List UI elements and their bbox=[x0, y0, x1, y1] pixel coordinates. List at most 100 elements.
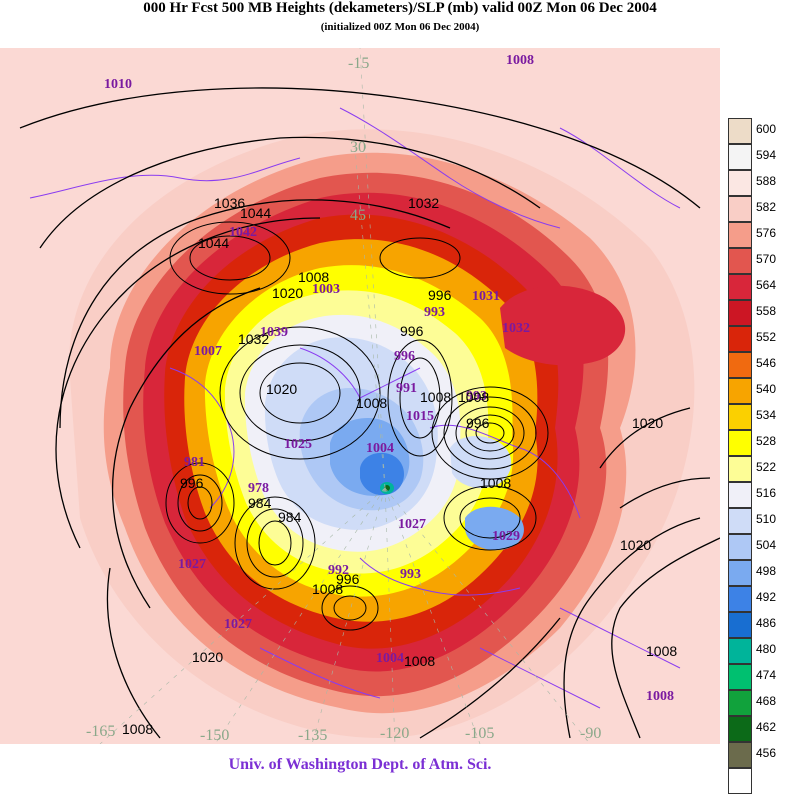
slp-label: 993 bbox=[424, 305, 445, 320]
colorbar-swatch bbox=[728, 352, 752, 378]
colorbar-label: 558 bbox=[756, 304, 777, 318]
slp-label: 1029 bbox=[492, 529, 520, 544]
contour-label: 1008 bbox=[458, 389, 489, 405]
height-band-492 bbox=[360, 452, 404, 496]
slp-label: 1007 bbox=[194, 344, 222, 359]
colorbar-entry: 480 bbox=[728, 638, 800, 664]
colorbar-label: 528 bbox=[756, 434, 777, 448]
colorbar-swatch bbox=[728, 508, 752, 534]
colorbar-swatch bbox=[728, 430, 752, 456]
slp-label: 1032 bbox=[502, 321, 530, 336]
colorbar-entry: 564 bbox=[728, 274, 800, 300]
contour-label: 996 bbox=[466, 415, 490, 431]
colorbar-entry: 576 bbox=[728, 222, 800, 248]
colorbar-swatch bbox=[728, 534, 752, 560]
colorbar-label: 462 bbox=[756, 720, 777, 734]
colorbar-label: 486 bbox=[756, 616, 777, 630]
slp-label: 978 bbox=[248, 481, 269, 496]
contour-label: 1008 bbox=[480, 475, 511, 491]
slp-label: 991 bbox=[396, 381, 417, 396]
colorbar-swatch bbox=[728, 222, 752, 248]
contour-label: 1032 bbox=[238, 331, 269, 347]
slp-label: 1039 bbox=[260, 325, 288, 340]
colorbar-swatch bbox=[728, 274, 752, 300]
contour-label: 1008 bbox=[122, 721, 153, 737]
colorbar-entry: 570 bbox=[728, 248, 800, 274]
colorbar-swatch bbox=[728, 586, 752, 612]
coastlines bbox=[29, 107, 681, 709]
contour-label: 996 bbox=[428, 287, 452, 303]
colorbar-swatch bbox=[728, 638, 752, 664]
colorbar-entry: 516 bbox=[728, 482, 800, 508]
colorbar-label: 474 bbox=[756, 668, 777, 682]
slp-contours-tight bbox=[165, 221, 549, 631]
colorbar-entry: 468 bbox=[728, 690, 800, 716]
colorbar-swatch bbox=[728, 664, 752, 690]
longitude-lines bbox=[99, 48, 591, 744]
contour-label: 1020 bbox=[620, 537, 651, 553]
colorbar-label: 468 bbox=[756, 694, 777, 708]
contour-label: 1008 bbox=[298, 269, 329, 285]
contour-label: 1008 bbox=[312, 581, 343, 597]
colorbar-swatch bbox=[728, 560, 752, 586]
colorbar-swatch bbox=[728, 716, 752, 742]
colorbar-label: 456 bbox=[756, 746, 777, 760]
lon-label: -105 bbox=[465, 725, 494, 742]
lon-label: -120 bbox=[380, 725, 409, 742]
height-band-564-east bbox=[500, 285, 626, 366]
slp-label: 1010 bbox=[104, 77, 132, 92]
colorbar-swatch bbox=[728, 742, 752, 768]
lon-label: -165 bbox=[86, 723, 115, 740]
contour-label: 996 bbox=[180, 475, 204, 491]
colorbar-entry: 600 bbox=[728, 118, 800, 144]
lon-label: -150 bbox=[200, 727, 229, 744]
map-panel: -165 -150 -135 -120 -105 -90 -15 30 45 1… bbox=[0, 48, 720, 744]
colorbar-entry: 498 bbox=[728, 560, 800, 586]
slp-label: 1003 bbox=[312, 282, 340, 297]
colorbar-swatch bbox=[728, 456, 752, 482]
slp-label: 993 bbox=[400, 567, 421, 582]
slp-label: 1031 bbox=[472, 289, 500, 304]
colorbar-swatch bbox=[728, 196, 752, 222]
colorbar-entry: 528 bbox=[728, 430, 800, 456]
colorbar-label: 516 bbox=[756, 486, 777, 500]
colorbar-label: 594 bbox=[756, 148, 777, 162]
slp-label: 993 bbox=[466, 389, 487, 404]
slp-label: 1015 bbox=[406, 409, 434, 424]
slp-label: 981 bbox=[184, 455, 205, 470]
colorbar-swatch bbox=[728, 248, 752, 274]
colorbar-label: 588 bbox=[756, 174, 777, 188]
longitude-labels: -165 -150 -135 -120 -105 -90 -15 30 45 bbox=[86, 55, 601, 744]
contour-label: 996 bbox=[336, 571, 360, 587]
contour-label: 984 bbox=[248, 495, 272, 511]
contour-label: 1044 bbox=[240, 205, 271, 221]
colorbar-legend: 600 594 588 582 576 570 564 558 552 546 540 534 528 5… bbox=[728, 118, 800, 794]
contour-label: 1020 bbox=[192, 649, 223, 665]
lon-label: -135 bbox=[298, 727, 327, 744]
colorbar-label: 492 bbox=[756, 590, 777, 604]
polar-stereographic-map: -165 -150 -135 -120 -105 -90 -15 30 45 1… bbox=[0, 48, 720, 744]
slp-label: 1004 bbox=[376, 651, 404, 666]
colorbar-entry: 456 bbox=[728, 742, 800, 768]
colorbar-entry: 582 bbox=[728, 196, 800, 222]
colorbar-label: 480 bbox=[756, 642, 777, 656]
slp-label: 1008 bbox=[646, 689, 674, 704]
slp-label: 1004 bbox=[366, 441, 394, 456]
colorbar-swatch bbox=[728, 378, 752, 404]
colorbar-label: 582 bbox=[756, 200, 777, 214]
contour-label: 1008 bbox=[420, 389, 451, 405]
lon-label: 30 bbox=[350, 139, 366, 156]
colorbar-swatch bbox=[728, 118, 752, 144]
colorbar-entry: 462 bbox=[728, 716, 800, 742]
colorbar-label: 510 bbox=[756, 512, 777, 526]
colorbar-label: 576 bbox=[756, 226, 777, 240]
chart-title: 000 Hr Fcst 500 MB Heights (dekameters)/… bbox=[143, 0, 657, 16]
colorbar-label: 504 bbox=[756, 538, 777, 552]
colorbar-entry bbox=[728, 768, 800, 794]
slp-label: 1027 bbox=[398, 517, 426, 532]
height-band-498-east bbox=[465, 506, 524, 551]
colorbar-swatch bbox=[728, 170, 752, 196]
colorbar-swatch bbox=[728, 144, 752, 170]
contour-label: 1020 bbox=[272, 285, 303, 301]
colorbar-entry: 546 bbox=[728, 352, 800, 378]
